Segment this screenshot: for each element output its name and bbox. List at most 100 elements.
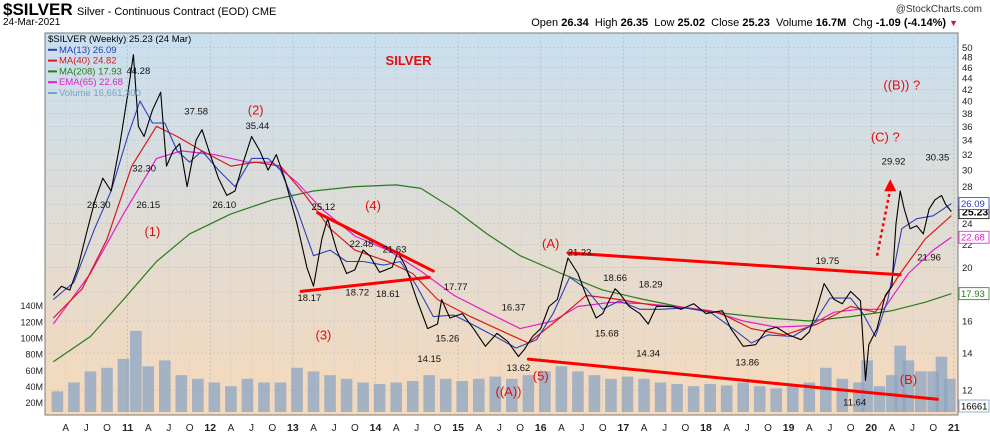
volume-bar: [192, 378, 204, 412]
y-tick-label: 12: [962, 386, 973, 397]
price-line: [52, 54, 952, 381]
price-annotation: 26.10: [212, 200, 236, 211]
legend-entry: MA(40) 24.82: [59, 56, 117, 67]
wave-label: (5): [533, 368, 549, 383]
price-annotation: 21.23: [568, 248, 592, 259]
change-value: -1.09 (-4.14%): [875, 17, 947, 29]
volume-bar: [130, 330, 142, 412]
volume-bar: [638, 378, 650, 412]
volume-bar: [225, 386, 237, 412]
volume-bar: [274, 382, 287, 412]
arrow-head-icon: [884, 179, 897, 192]
volume-bar: [621, 376, 634, 412]
volume-bar: [605, 378, 617, 412]
x-tick-label: A: [558, 423, 565, 434]
volume-bar: [737, 382, 749, 412]
x-tick-label: O: [268, 423, 276, 434]
x-tick-label: A: [889, 423, 896, 434]
x-tick-label: 15: [452, 422, 464, 434]
volume-bar: [307, 371, 320, 412]
chart-date: 24-Mar-2021: [3, 17, 61, 28]
x-tick-label: O: [516, 423, 524, 434]
price-annotation: 18.66: [603, 273, 627, 284]
y-tick-label: 32: [962, 150, 973, 161]
volume-bar: [456, 381, 469, 412]
volume-bar: [68, 382, 80, 412]
series-value-label: 22.68: [961, 233, 985, 244]
volume-bar: [803, 382, 816, 412]
high-value: 26.35: [620, 17, 649, 29]
legend-entry: Volume 16,661,300: [59, 88, 141, 99]
annotations: SILVER 44.28 37.58 35.44 32.30 26.30 26.15 26.1…: [87, 53, 949, 409]
x-tick-label: J: [332, 423, 337, 434]
series-lines: [52, 54, 952, 381]
volume-bar: [927, 371, 940, 412]
volume-bar: [861, 360, 873, 412]
volume-bar: [786, 386, 799, 412]
volume-tick-label: 80M: [25, 350, 43, 360]
price-annotation: 13.62: [507, 363, 531, 374]
volume-bar: [291, 367, 303, 412]
price-annotation: 15.26: [435, 333, 459, 344]
price-annotation: 26.15: [136, 200, 160, 211]
volume-bar: [340, 378, 353, 412]
volume-bar: [522, 375, 535, 412]
volume-bar: [902, 360, 915, 412]
volume-value-label: 16661: [961, 402, 987, 413]
y-tick-label: 30: [962, 166, 973, 177]
price-annotation: 15.68: [595, 329, 619, 340]
volume-bar: [101, 367, 113, 412]
volume-bar: [357, 382, 369, 412]
wave-label: (3): [315, 328, 331, 343]
volume-value-box: [958, 399, 990, 413]
x-tick-label: 20: [865, 422, 877, 434]
wave-label: ((A)): [496, 384, 522, 399]
series-value-label: 26.09: [961, 199, 985, 210]
price-annotation: 11.64: [843, 398, 866, 409]
symbol-title: $SILVER: [3, 0, 73, 19]
wave-label: ((B)) ?: [883, 77, 920, 92]
x-tick-label: 16: [535, 422, 547, 434]
price-annotation: 30.35: [925, 153, 949, 164]
volume-bar: [753, 386, 766, 412]
y-tick-label: 42: [962, 85, 973, 96]
price-annotation: 14.15: [417, 354, 441, 365]
x-tick-label: J: [580, 423, 585, 434]
volume-bar: [390, 382, 402, 412]
open-value: 26.34: [561, 17, 589, 29]
x-tick-label: A: [310, 423, 317, 434]
wave-label: (B): [900, 372, 917, 387]
volume-bar: [539, 371, 551, 412]
price-annotation: 22.48: [350, 239, 374, 250]
x-tick-label: J: [662, 423, 667, 434]
x-tick-label: J: [745, 423, 750, 434]
volume-bar: [324, 375, 336, 412]
x-tick-label: 17: [618, 422, 630, 434]
x-tick-label: J: [249, 423, 254, 434]
x-tick-label: 13: [287, 422, 299, 434]
volume-bar: [720, 385, 733, 412]
volume-bar: [853, 382, 865, 412]
x-tick-label: A: [475, 423, 482, 434]
wave-label: (A): [542, 236, 559, 251]
y-tick-label: 22: [962, 240, 973, 251]
x-tick-label: J: [910, 423, 915, 434]
x-tick-label: O: [764, 423, 772, 434]
volume-bar: [51, 391, 64, 412]
low-label: Low: [654, 17, 675, 29]
volume-label: Volume: [775, 17, 813, 29]
price-annotation: 16.37: [502, 303, 526, 314]
trend-line: [316, 211, 435, 273]
y-tick-label: 46: [962, 63, 973, 74]
x-tick-label: O: [103, 423, 111, 434]
price-annotation: 18.17: [298, 293, 322, 304]
y-tick-label: 40: [962, 97, 973, 108]
x-tick-label: J: [166, 423, 171, 434]
volume-bar: [506, 378, 518, 412]
x-tick-label: O: [186, 423, 194, 434]
wave-label: (4): [365, 198, 381, 213]
ohlc-summary: Open 26.34 High 26.35 Low 25.02 Close 25…: [531, 17, 958, 29]
volume-value: 16.7M: [815, 17, 847, 29]
volume-bar: [208, 382, 221, 412]
volume-bar: [836, 378, 849, 412]
